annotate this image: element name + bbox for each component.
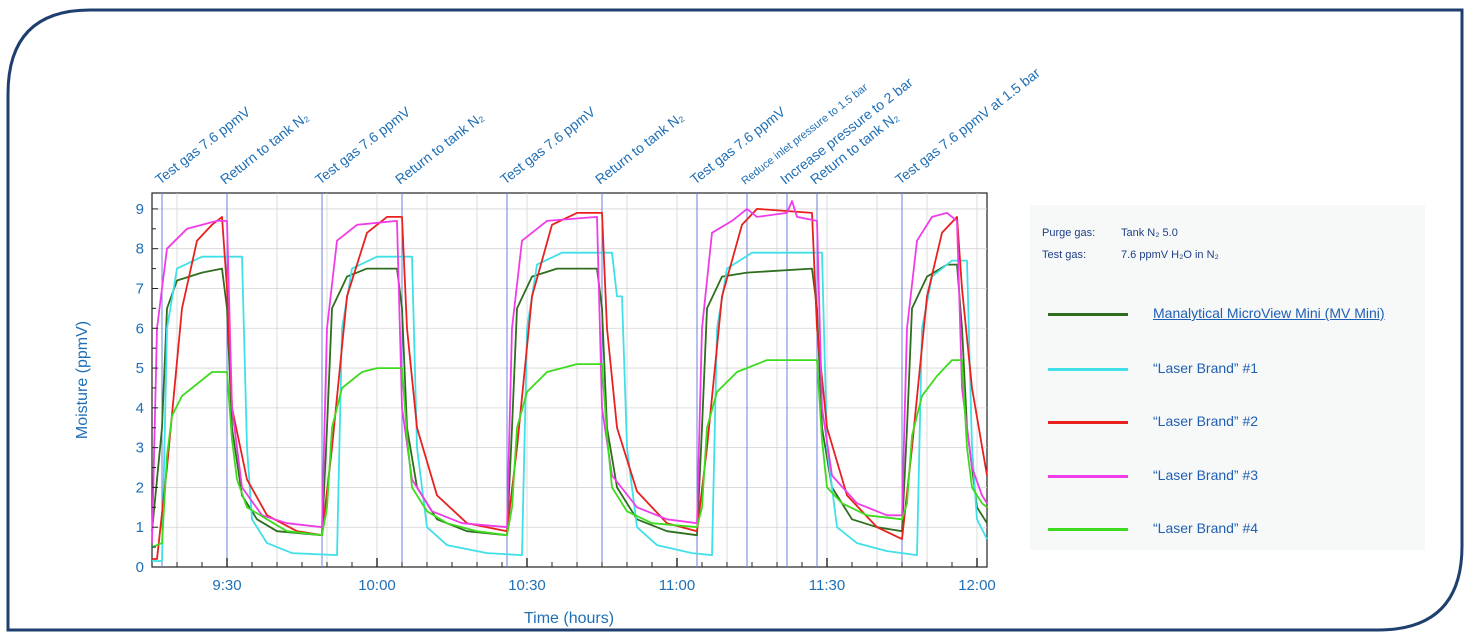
event-annotation: Test gas 7.6 ppmV at 1.5 bar	[892, 64, 1043, 187]
y-tick-label: 8	[136, 241, 144, 258]
y-tick-label: 6	[136, 320, 144, 337]
legend-panel: Purge gas: Tank N₂ 5.0 Test gas: 7.6 ppm…	[1030, 205, 1425, 550]
y-tick-label: 0	[136, 559, 144, 576]
plot-area-border	[151, 192, 988, 568]
x-axis-label: Time (hours)	[524, 610, 614, 627]
event-annotation: Test gas 7.6 ppmV	[687, 103, 789, 187]
axis-layer: 0 1 2 3 4 5 6 7 8 9 9:30 10:00 10:30 11:00 11:30 12:00	[136, 201, 996, 594]
x-tick-label: 9:30	[212, 577, 241, 594]
legend-swatch	[1048, 368, 1128, 371]
series-line	[152, 207, 988, 560]
y-axis-label: Moisture (ppmV)	[74, 321, 91, 439]
legend-label: “Laser Brand” #1	[1153, 360, 1259, 376]
info-purge-gas-value: Tank N₂ 5.0	[1121, 227, 1178, 239]
y-tick-label: 2	[136, 479, 144, 496]
y-tick-label: 5	[136, 360, 144, 377]
x-tick-label: 11:00	[659, 577, 695, 594]
y-tick-label: 3	[136, 440, 144, 457]
legend-swatch	[1048, 528, 1128, 531]
legend-label: Manalytical MicroView Mini (MV Mini)	[1153, 305, 1385, 321]
event-annotation: Return to tank N₂	[592, 109, 686, 188]
info-test-gas-label: Test gas:	[1042, 249, 1087, 261]
event-markers	[161, 193, 903, 567]
x-tick-label: 10:30	[508, 577, 546, 594]
event-annotation: Increase pressure to 2 bar	[777, 74, 916, 187]
series-layer	[151, 200, 988, 562]
legend-swatch	[1048, 475, 1128, 478]
legend-swatch	[1048, 421, 1128, 424]
info-test-gas-value: 7.6 ppmV H₂O in N₂	[1121, 249, 1219, 261]
y-tick-label: 7	[136, 280, 144, 297]
legend-swatch	[1048, 313, 1128, 316]
legend-label: “Laser Brand” #2	[1153, 413, 1259, 429]
y-tick-label: 9	[136, 201, 144, 218]
x-tick-label: 10:00	[358, 577, 396, 594]
legend-item-mv-mini: Manalytical MicroView Mini (MV Mini)	[1048, 305, 1418, 325]
legend-label: “Laser Brand” #4	[1153, 520, 1259, 536]
y-tick-label: 1	[136, 519, 144, 536]
x-tick-label: 11:30	[809, 577, 845, 594]
y-tick-label: 4	[136, 400, 144, 417]
legend-item-laser-3: “Laser Brand” #3	[1048, 467, 1418, 487]
legend-item-laser-2: “Laser Brand” #2	[1048, 413, 1418, 433]
series-line	[152, 251, 988, 562]
legend-label: “Laser Brand” #3	[1153, 467, 1259, 483]
rounded-frame-border	[6, 8, 1464, 632]
series-line	[151, 359, 988, 548]
x-tick-label: 12:00	[958, 577, 996, 594]
legend-item-laser-4: “Laser Brand” #4	[1048, 520, 1418, 540]
event-annotation: Test gas 7.6 ppmV	[497, 103, 599, 187]
series-line	[151, 200, 988, 544]
legend-item-laser-1: “Laser Brand” #1	[1048, 360, 1418, 380]
info-purge-gas-label: Purge gas:	[1042, 227, 1096, 239]
